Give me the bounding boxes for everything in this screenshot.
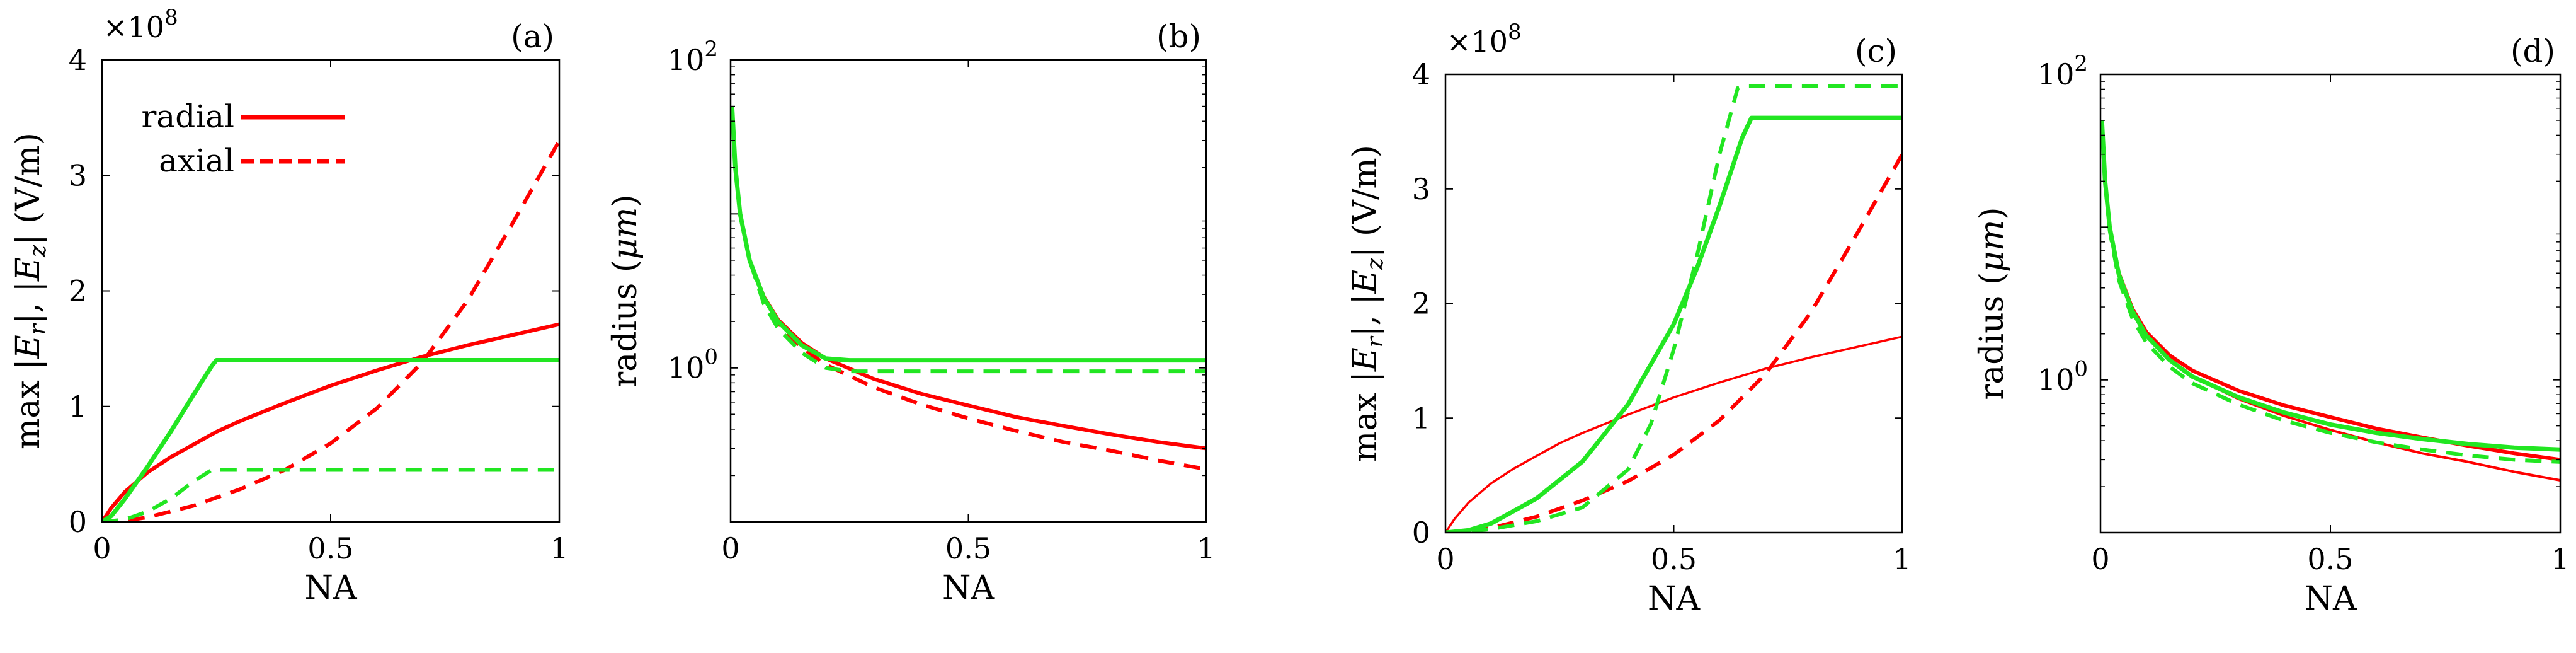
- x-axis-label: NA: [2304, 580, 2357, 618]
- chart-panel-b: 0 0.5 1 100 102 NA radius (μm) (b): [607, 18, 1216, 607]
- y-tick-label: 102: [2037, 51, 2088, 91]
- plot-area: [2100, 120, 2560, 482]
- series-line-red-solid-0: [731, 106, 1206, 451]
- legend: radial axial: [141, 98, 345, 179]
- legend-label-radial: radial: [141, 98, 234, 135]
- legend-label-axial: axial: [159, 142, 234, 179]
- y-tick-label: 0: [69, 505, 87, 539]
- series-line-red-solid-0: [1445, 335, 1902, 533]
- y-axis-label: max |Er|, |Ez| (V/m): [1347, 145, 1388, 462]
- y-tick-label: 3: [69, 158, 87, 192]
- series-line-red-dashed-1: [102, 139, 559, 522]
- x-axis-label: NA: [942, 569, 996, 607]
- panel-label: (c): [1855, 33, 1897, 69]
- axes-box: [1444, 73, 1903, 534]
- series-line-green-solid-2: [1445, 115, 1902, 533]
- plot-area: [1445, 84, 1902, 533]
- x-tick-label: 0.5: [2307, 542, 2353, 576]
- series-line-red-dashed-1: [1445, 153, 1902, 533]
- x-tick-label: 0.5: [307, 531, 353, 565]
- series-line-green-dashed-3: [731, 106, 1206, 374]
- series-line-red-solid-0: [2100, 120, 2560, 462]
- panel-label: (a): [511, 18, 554, 55]
- chart-panel-c: 0 0.5 1 0 1 2 3 4 NA max |Er|, |Ez| (V/m) ×108 (c): [1347, 20, 1912, 618]
- plot-area: [102, 139, 559, 522]
- x-tick-label: 0: [93, 531, 111, 565]
- y-tick-label: 100: [668, 345, 718, 385]
- y-tick-label: 2: [1412, 287, 1430, 321]
- series-line-green-solid-2: [731, 106, 1206, 363]
- y-axis-multiplier: ×108: [1447, 20, 1522, 59]
- series-line-green-dashed-3: [1445, 84, 1902, 533]
- y-tick-label: 1: [69, 390, 87, 424]
- x-tick-label: 1: [550, 531, 568, 565]
- series-line-green-solid-2: [102, 358, 559, 522]
- y-axis-label: max |Er|, |Ez| (V/m): [9, 132, 51, 449]
- y-axis-label: radius (μm): [607, 194, 644, 387]
- y-tick-label: 102: [668, 37, 718, 77]
- series-line-green-dashed-3: [102, 468, 559, 522]
- y-tick-label: 4: [69, 43, 87, 77]
- x-tick-label: 1: [1893, 542, 1911, 576]
- x-tick-label: 0.5: [945, 531, 991, 565]
- x-tick-label: 1: [1197, 531, 1215, 565]
- axes-box: [729, 59, 1207, 523]
- y-tick-label: 0: [1412, 516, 1430, 550]
- x-axis-label: NA: [1648, 580, 1701, 618]
- y-tick-label: 100: [2037, 357, 2088, 397]
- series-line-red-dashed-1: [731, 106, 1206, 471]
- y-tick-label: 2: [69, 274, 87, 308]
- series-line-green-solid-2: [2100, 120, 2560, 452]
- x-tick-label: 0: [1436, 542, 1454, 576]
- plot-area: [731, 106, 1206, 471]
- y-tick-label: 4: [1412, 57, 1430, 91]
- y-axis-multiplier: ×108: [103, 5, 178, 44]
- x-axis-label: NA: [304, 569, 358, 607]
- y-axis-label: radius (μm): [1973, 207, 2011, 400]
- panel-label: (b): [1156, 18, 1201, 55]
- x-tick-label: 0: [2091, 542, 2109, 576]
- x-tick-label: 0: [721, 531, 739, 565]
- axes-box: [2099, 73, 2562, 534]
- series-line-red-solid-0: [102, 322, 559, 522]
- x-tick-label: 0.5: [1651, 542, 1697, 576]
- x-tick-label: 1: [2551, 542, 2569, 576]
- chart-panel-d: 0 0.5 1 100 102 NA radius (μm) (d): [1973, 33, 2570, 618]
- y-tick-label: 3: [1412, 172, 1430, 206]
- chart-panel-a: 0 0.5 1 0 1 2 3 4 NA max |Er|, |Ez| (V/m) ×108 (a) r…: [9, 5, 569, 607]
- panel-label: (d): [2510, 33, 2555, 69]
- y-tick-label: 1: [1412, 401, 1430, 435]
- series-line-green-dashed-3: [2100, 120, 2560, 464]
